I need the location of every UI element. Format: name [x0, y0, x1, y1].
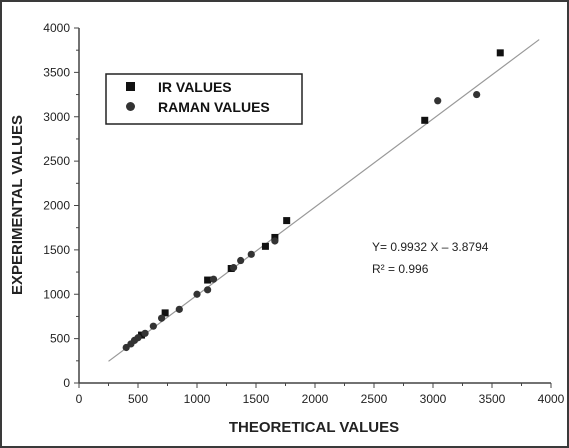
legend-marker-raman — [126, 102, 135, 111]
x-tick-label: 0 — [76, 392, 83, 406]
axes — [74, 27, 552, 388]
raman-point — [229, 264, 238, 272]
y-tick-label: 4000 — [43, 21, 70, 35]
legend-label-raman: RAMAN VALUES — [158, 99, 270, 115]
raman-point — [141, 329, 149, 337]
x-axis-label: THEORETICAL VALUES — [229, 419, 399, 436]
tick-labels: 0 500 1000 1500 2000 2500 3000 3500 4000 0 500 1000… — [43, 21, 564, 406]
y-tick-label: 3500 — [43, 65, 70, 79]
raman-point — [193, 290, 201, 298]
legend-label-ir: IR VALUES — [158, 79, 232, 95]
r-squared-label: R² = 0.996 — [372, 262, 429, 276]
legend-box — [105, 73, 303, 125]
legend-marker-ir — [126, 82, 135, 91]
raman-point — [237, 256, 245, 265]
data-points — [122, 49, 504, 352]
raman-point — [204, 286, 212, 294]
raman-point — [473, 90, 481, 99]
y-tick-label: 2500 — [43, 154, 70, 168]
raman-point — [434, 97, 442, 105]
ir-point — [204, 276, 212, 284]
x-tick-label: 1000 — [184, 392, 211, 406]
raman-point — [175, 305, 183, 313]
ir-point — [138, 331, 146, 339]
x-tick-label: 3500 — [479, 392, 506, 406]
x-tick-label: 500 — [128, 392, 148, 406]
x-tick-label: 4000 — [538, 392, 565, 406]
x-tick-label: 2500 — [361, 392, 388, 406]
raman-point — [149, 322, 157, 330]
y-tick-label: 500 — [50, 332, 70, 346]
raman-point — [158, 314, 166, 322]
y-tick-label: 2000 — [43, 199, 70, 213]
ir-point — [496, 49, 504, 57]
ir-point — [421, 116, 429, 124]
ir-point — [261, 242, 269, 250]
x-tick-label: 3000 — [420, 392, 447, 406]
raman-point — [209, 275, 218, 283]
y-tick-label: 1000 — [43, 287, 70, 301]
y-tick-label: 3000 — [43, 110, 70, 124]
legend: IR VALUES RAMAN VALUES — [105, 73, 303, 125]
ir-point — [283, 217, 291, 225]
x-tick-label: 2000 — [302, 392, 329, 406]
regression-equation: Y= 0.9932 X – 3.8794 — [372, 240, 489, 254]
raman-point — [134, 334, 142, 342]
raman-point — [247, 250, 255, 258]
y-tick-label: 1500 — [43, 243, 70, 257]
y-axis-label: EXPERIMENTAL VALUES — [9, 115, 26, 295]
y-tick-label: 0 — [63, 376, 70, 390]
ir-point — [161, 309, 169, 317]
raman-point — [271, 237, 279, 245]
x-tick-label: 1500 — [243, 392, 270, 406]
